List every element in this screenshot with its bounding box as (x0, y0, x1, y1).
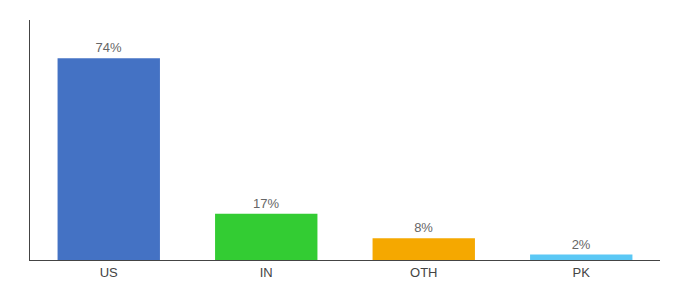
svg-text:17%: 17% (253, 196, 279, 211)
svg-text:8%: 8% (414, 220, 433, 235)
svg-text:OTH: OTH (410, 265, 437, 280)
svg-text:2%: 2% (572, 237, 591, 252)
svg-text:PK: PK (573, 265, 591, 280)
svg-text:IN: IN (260, 265, 273, 280)
svg-text:74%: 74% (96, 40, 122, 55)
svg-text:US: US (100, 265, 118, 280)
